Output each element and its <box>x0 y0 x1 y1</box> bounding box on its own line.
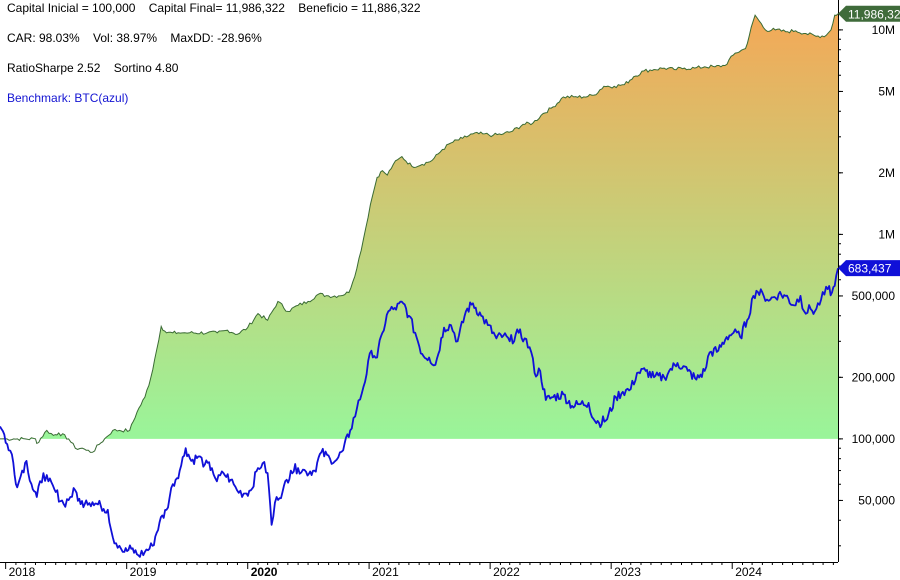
equity-area <box>0 13 838 439</box>
y-tick-label: 500,000 <box>852 289 896 303</box>
benchmark-final-label-text: 683,437 <box>848 262 892 276</box>
x-tick-label: 2020 <box>251 565 278 579</box>
x-tick-label: 2023 <box>614 565 641 579</box>
y-tick-label: 2M <box>878 166 895 180</box>
equity-final-label: 11,986,322 <box>838 5 900 22</box>
x-tick-label: 2024 <box>735 565 762 579</box>
y-tick-label: 10M <box>872 23 895 37</box>
y-tick-label: 1M <box>878 227 895 241</box>
benchmark-final-label-bg <box>838 260 900 277</box>
y-tick-label: 5M <box>878 84 895 98</box>
equity-final-label-text: 11,986,322 <box>848 7 900 21</box>
equity-final-label-bg <box>838 5 900 22</box>
x-tick-label: 2022 <box>493 565 520 579</box>
x-tick-label: 2021 <box>372 565 399 579</box>
y-tick-label: 200,000 <box>852 370 896 384</box>
benchmark-final-label: 683,437 <box>838 260 900 277</box>
y-tick-label: 100,000 <box>852 432 896 446</box>
stats-car-line: CAR: 98.03% Vol: 38.97% MaxDD: -28.96% <box>7 31 262 45</box>
equity-line <box>0 13 839 453</box>
y-tick-label: 50,000 <box>858 493 895 507</box>
x-tick-label: 2018 <box>9 565 36 579</box>
x-tick-label: 2019 <box>130 565 157 579</box>
stats-capital-line: Capital Inicial = 100,000 Capital Final=… <box>7 1 421 15</box>
stats-ratio-line: RatioSharpe 2.52 Sortino 4.80 <box>7 61 179 75</box>
benchmark-label: Benchmark: BTC(azul) <box>7 91 129 105</box>
benchmark-line <box>0 267 839 558</box>
